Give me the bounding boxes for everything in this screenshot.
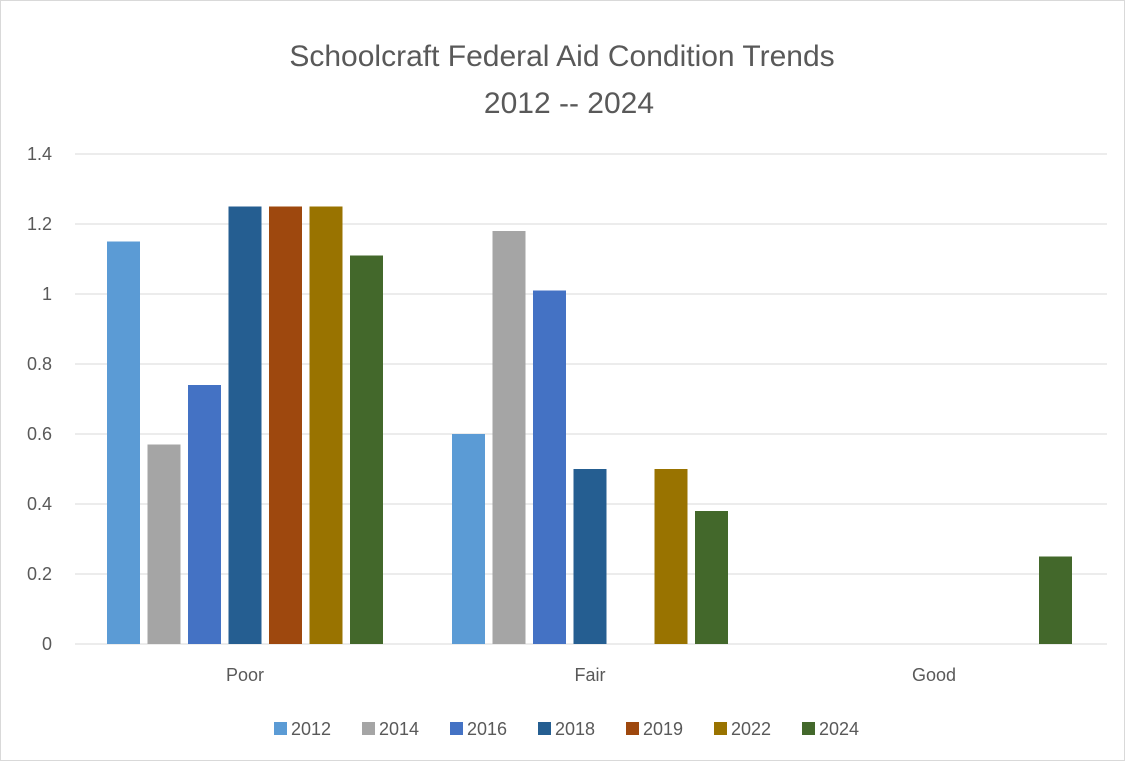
legend-swatch-2024 (802, 722, 815, 735)
x-tick-label-good: Good (912, 665, 956, 685)
legend-swatch-2014 (362, 722, 375, 735)
legend-swatch-2018 (538, 722, 551, 735)
bar-fair-2012 (452, 434, 485, 644)
legend-swatch-2016 (450, 722, 463, 735)
y-axis-tick-labels: 0 0.2 0.4 0.6 0.8 1 1.2 1.4 (27, 144, 52, 654)
bar-poor-2014 (147, 444, 181, 644)
y-tick-label: 0.4 (27, 494, 52, 514)
legend-label-2016: 2016 (467, 719, 507, 739)
chart-title: Schoolcraft Federal Aid Condition Trends (289, 40, 834, 73)
legend-label-2012: 2012 (291, 719, 331, 739)
bar-good-2024 (1039, 556, 1072, 644)
y-tick-label: 0 (42, 634, 52, 654)
bar-poor-2019 (269, 206, 302, 644)
y-tick-label: 0.8 (27, 354, 52, 374)
legend-label-2018: 2018 (555, 719, 595, 739)
bar-poor-2022 (309, 206, 343, 644)
bar-poor-2016 (188, 385, 221, 644)
legend-label-2014: 2014 (379, 719, 419, 739)
legend-label-2024: 2024 (819, 719, 859, 739)
y-tick-label: 0.6 (27, 424, 52, 444)
y-tick-label: 1.2 (27, 214, 52, 234)
bar-fair-2016 (533, 290, 566, 644)
legend-swatch-2019 (626, 722, 639, 735)
bar-fair-2014 (492, 231, 526, 644)
bars (107, 206, 1072, 644)
x-tick-label-fair: Fair (575, 665, 606, 685)
chart-subtitle: 2012 -- 2024 (484, 87, 654, 120)
x-tick-label-poor: Poor (226, 665, 264, 685)
bar-poor-2012 (107, 241, 140, 644)
x-axis-tick-labels: Poor Fair Good (226, 665, 956, 685)
bar-fair-2018 (573, 469, 607, 644)
bar-poor-2018 (228, 206, 262, 644)
legend-label-2022: 2022 (731, 719, 771, 739)
y-tick-label: 1 (42, 284, 52, 304)
legend-swatch-2012 (274, 722, 287, 735)
bar-fair-2024 (695, 511, 728, 644)
y-tick-label: 0.2 (27, 564, 52, 584)
legend-swatch-2022 (714, 722, 727, 735)
legend: 2012 2014 2016 2018 2019 2022 2024 (274, 719, 859, 739)
legend-label-2019: 2019 (643, 719, 683, 739)
y-tick-label: 1.4 (27, 144, 52, 164)
bar-fair-2022 (654, 469, 688, 644)
bar-poor-2024 (350, 255, 383, 644)
